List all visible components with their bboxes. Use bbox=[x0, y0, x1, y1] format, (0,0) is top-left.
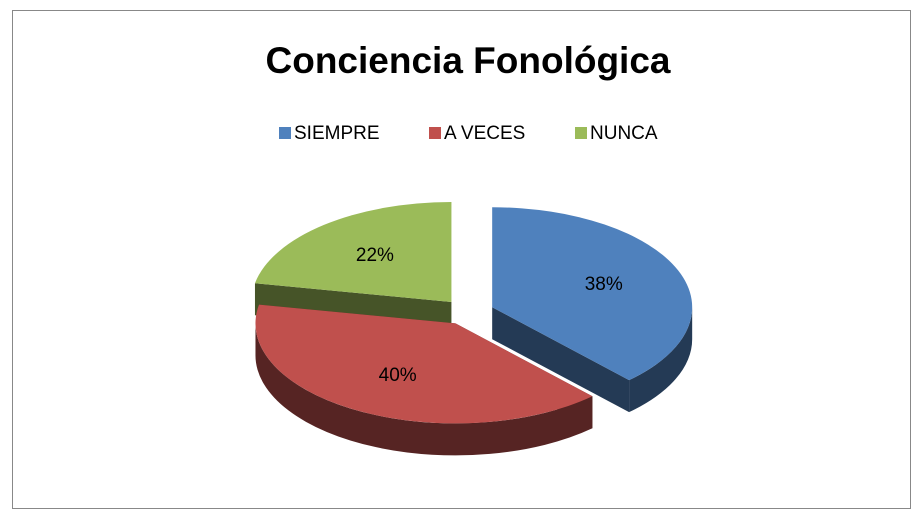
data-label: 40% bbox=[379, 365, 417, 386]
legend-swatch bbox=[429, 127, 441, 139]
legend: SIEMPRE A VECES NUNCA bbox=[279, 123, 658, 144]
data-label: 22% bbox=[356, 245, 394, 266]
data-label: 38% bbox=[585, 274, 623, 295]
legend-label: A VECES bbox=[444, 123, 525, 144]
slice-side bbox=[629, 307, 693, 413]
slice bbox=[255, 304, 593, 424]
slice bbox=[254, 201, 452, 302]
legend-label: NUNCA bbox=[590, 123, 658, 144]
slice bbox=[492, 207, 693, 381]
legend-swatch bbox=[575, 127, 587, 139]
legend-swatch bbox=[279, 127, 291, 139]
pie bbox=[254, 201, 693, 456]
legend-label: SIEMPRE bbox=[294, 123, 380, 144]
chart-title: Conciencia Fonológica bbox=[266, 40, 671, 81]
data-labels: 22% 38% 40% bbox=[356, 245, 623, 386]
slice-side bbox=[492, 307, 630, 413]
slice-side bbox=[255, 323, 593, 456]
